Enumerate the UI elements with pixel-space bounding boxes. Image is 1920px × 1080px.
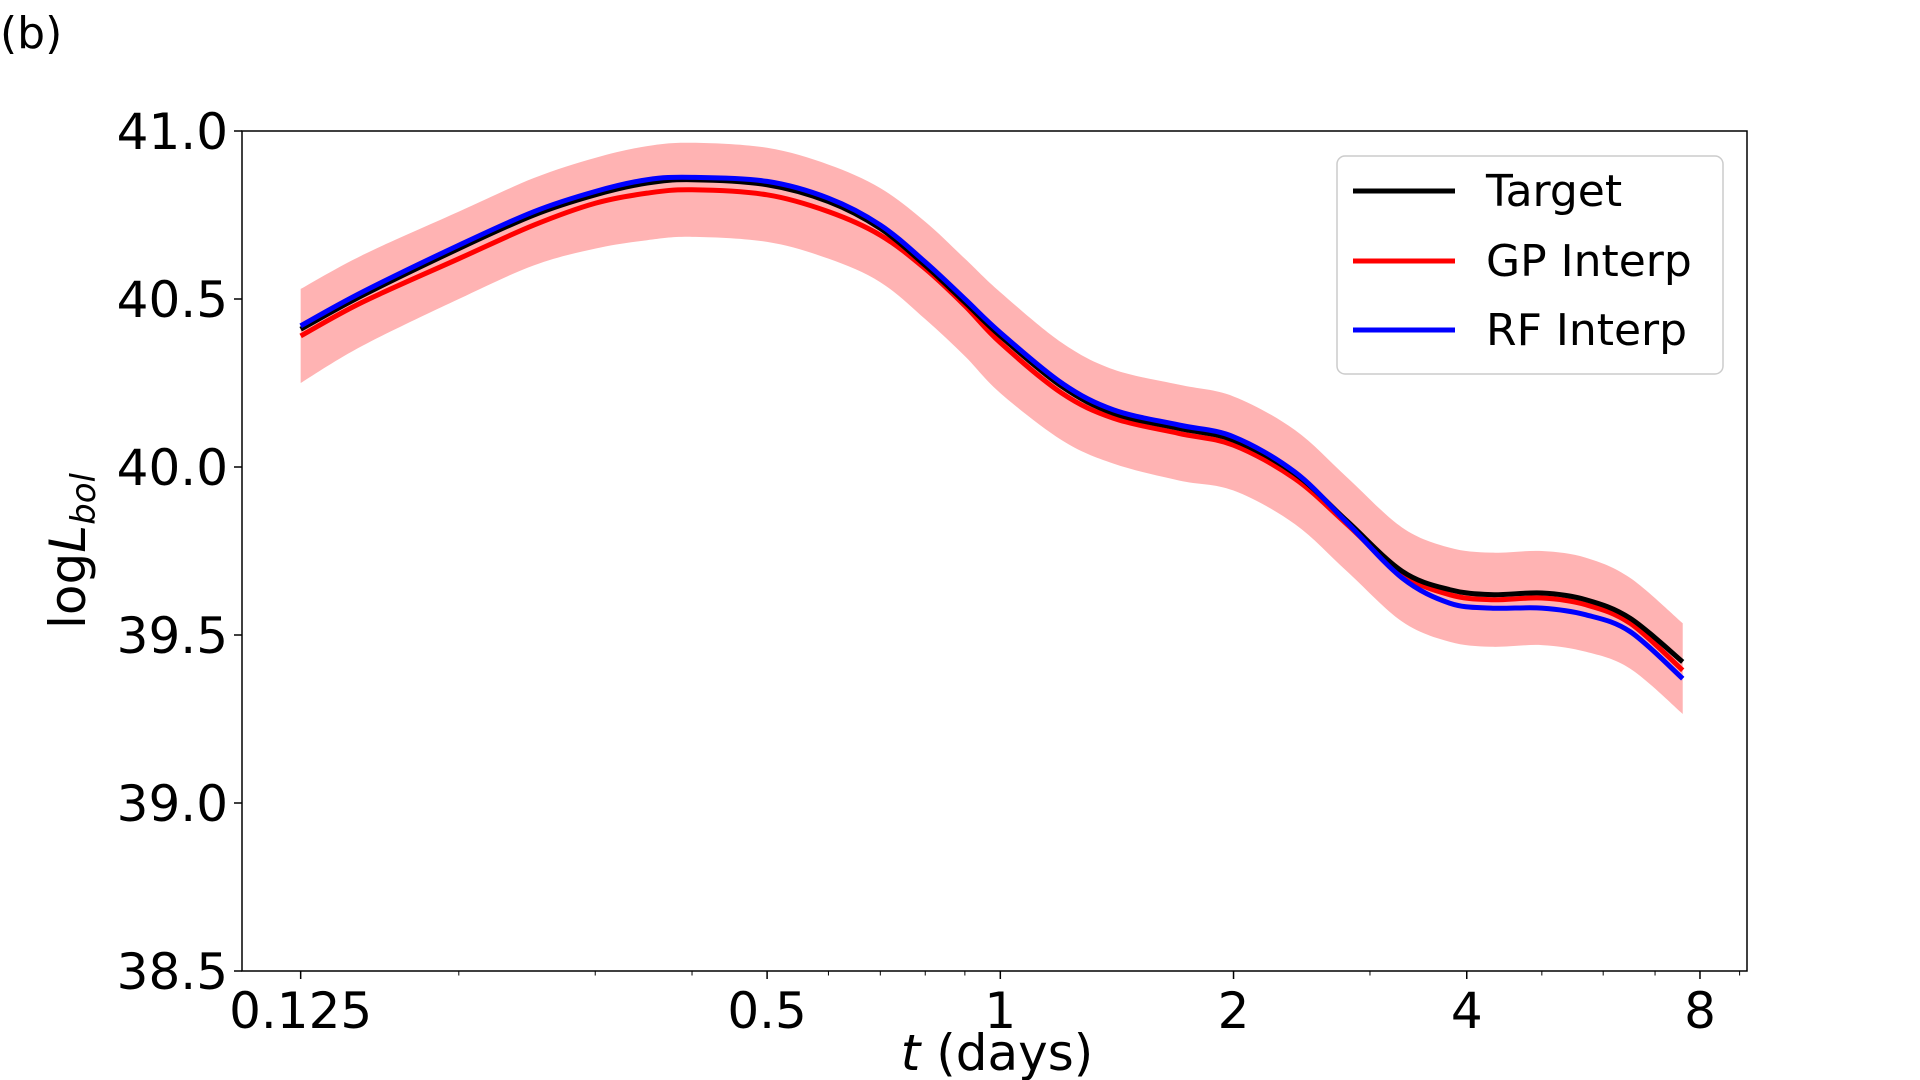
- x-tick-label: 4: [1451, 982, 1483, 1040]
- x-axis-label-unit: (days): [920, 1024, 1093, 1080]
- y-tick-label: 40.5: [117, 271, 228, 329]
- x-tick-label: 2: [1218, 982, 1250, 1040]
- x-axis-ticks: 0.125 0.5 1 2 4 8: [229, 971, 1741, 1040]
- y-axis-label-sub: bol: [64, 472, 104, 524]
- series-lines-layer: [299, 174, 1685, 681]
- y-axis-ticks: 38.5 39.0 39.5 40.0 40.5 41.0: [117, 103, 242, 1001]
- plot-frame: [241, 130, 1748, 972]
- y-tick-label: 39.5: [117, 607, 228, 665]
- x-tick-label: 1: [984, 982, 1016, 1040]
- y-axis-label: logLbol: [39, 472, 104, 628]
- y-tick-label: 40.0: [117, 439, 228, 497]
- x-tick-label: 8: [1684, 982, 1716, 1040]
- y-axis-label-log: log: [39, 553, 97, 629]
- legend: Target GP Interp RF Interp: [1336, 155, 1724, 375]
- y-tick-label: 41.0: [117, 103, 228, 161]
- x-tick-label: 0.125: [229, 982, 372, 1040]
- legend-box: [1336, 155, 1724, 375]
- y-axis-label-var: L: [39, 525, 97, 553]
- x-axis-label-var: t: [901, 1024, 923, 1080]
- y-tick-label: 38.5: [117, 943, 228, 1001]
- series-line-rf-interp: [299, 174, 1685, 681]
- legend-label-target: Target: [1485, 166, 1622, 217]
- series-line-gp-interp: [299, 187, 1685, 673]
- y-tick-label: 39.0: [117, 775, 228, 833]
- legend-label-gp-interp: GP Interp: [1486, 236, 1692, 287]
- x-tick-label: 0.5: [727, 982, 807, 1040]
- series-line-target: [299, 177, 1685, 664]
- x-axis-label: t (days): [901, 1024, 1094, 1080]
- panel-label: (b): [0, 8, 62, 59]
- legend-label-rf-interp: RF Interp: [1486, 305, 1687, 356]
